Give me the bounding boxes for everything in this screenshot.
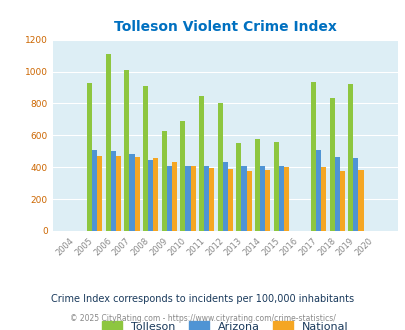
Bar (273, 143, 278, 231)
Bar (129, 154, 134, 231)
Bar (124, 70, 129, 231)
Bar (111, 151, 115, 231)
Bar (87, 82, 92, 231)
Bar (283, 167, 288, 231)
Bar (166, 166, 171, 231)
Bar (97, 156, 102, 231)
Bar (315, 150, 320, 231)
Bar (320, 167, 325, 231)
Text: Crime Index corresponds to incidents per 100,000 inhabitants: Crime Index corresponds to incidents per… (51, 294, 354, 304)
Bar (153, 158, 158, 231)
Bar (329, 98, 334, 231)
Legend: Tolleson, Arizona, National: Tolleson, Arizona, National (98, 317, 352, 330)
Text: © 2025 CityRating.com - https://www.cityrating.com/crime-statistics/: © 2025 CityRating.com - https://www.city… (70, 314, 335, 323)
Bar (106, 54, 111, 231)
Bar (180, 121, 185, 231)
Bar (358, 170, 362, 231)
Bar (254, 139, 260, 231)
Bar (222, 162, 227, 231)
Bar (171, 162, 177, 231)
Bar (209, 168, 214, 231)
Bar (227, 169, 232, 231)
Bar (339, 171, 344, 231)
Bar (264, 170, 270, 231)
Bar (260, 166, 264, 231)
Bar (198, 96, 204, 231)
Bar (161, 131, 166, 231)
Bar (190, 166, 195, 231)
Bar (185, 166, 190, 231)
Bar (246, 171, 251, 231)
Bar (115, 156, 121, 231)
Bar (241, 166, 246, 231)
Bar (278, 166, 283, 231)
Bar (236, 143, 241, 231)
Bar (334, 157, 339, 231)
Bar (204, 166, 209, 231)
Title: Tolleson Violent Crime Index: Tolleson Violent Crime Index (114, 20, 336, 34)
Bar (353, 158, 358, 231)
Bar (134, 157, 139, 231)
Bar (148, 160, 153, 231)
Bar (143, 86, 148, 231)
Bar (347, 84, 353, 231)
Bar (310, 82, 315, 231)
Bar (92, 150, 97, 231)
Bar (217, 103, 222, 231)
